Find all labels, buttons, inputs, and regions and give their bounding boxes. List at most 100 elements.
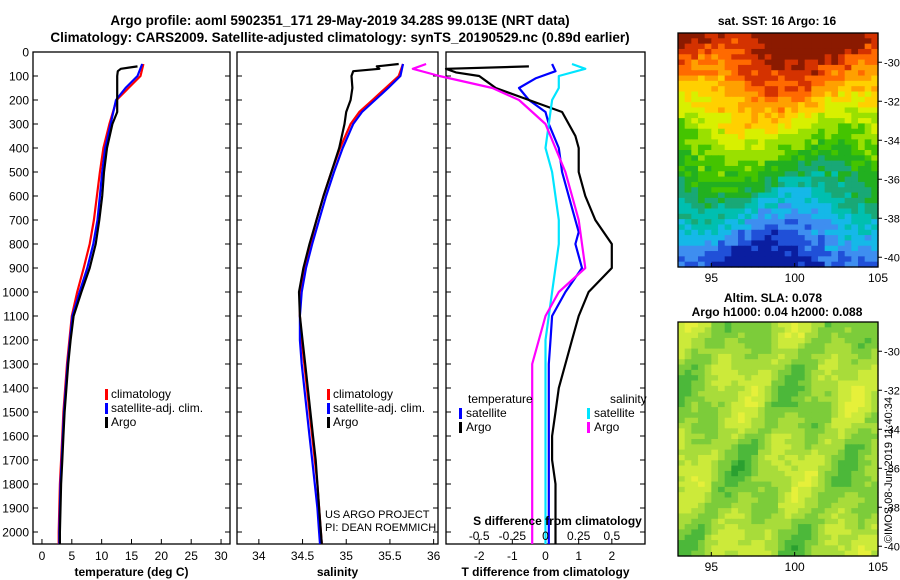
- sst_map-cell: [804, 86, 812, 93]
- sla_map-cell: [811, 454, 819, 461]
- sla_map-cell: [844, 359, 852, 366]
- sla_map-cell: [858, 470, 866, 477]
- sla_map-cell: [744, 465, 752, 472]
- sla_map-cell: [751, 492, 759, 499]
- sla_map-cell: [751, 454, 759, 461]
- sst_map-cell: [771, 165, 779, 172]
- sst_map-cell: [751, 38, 759, 45]
- sst_map-cell: [698, 134, 706, 140]
- sst_map-cell: [724, 213, 732, 220]
- sst_map-cell: [844, 176, 852, 183]
- sst_map-cell: [764, 187, 772, 194]
- sla_map-cell: [724, 385, 732, 392]
- sla_map-cell: [691, 481, 699, 488]
- sst_map-cell: [804, 70, 812, 77]
- sla_map-cell: [818, 518, 826, 525]
- sst_map-cell: [791, 171, 799, 178]
- sst_map-cell: [871, 224, 879, 231]
- sst_map-cell: [751, 144, 759, 151]
- sst_map-cell: [858, 54, 866, 61]
- sla_map-cell: [771, 534, 779, 541]
- x-tick-label: 5: [68, 549, 75, 563]
- legend-swatch: [459, 422, 462, 433]
- sst_map-cell: [758, 165, 766, 172]
- sst_map-cell: [684, 43, 692, 50]
- legend-label: satellite: [466, 406, 507, 420]
- sla_map-cell: [724, 423, 732, 429]
- sla_map-cell: [718, 353, 726, 360]
- sla_map-cell: [684, 502, 692, 509]
- sla_map-cell: [844, 423, 852, 429]
- sla_map-cell: [771, 439, 779, 445]
- sla_map-cell: [744, 454, 752, 461]
- sla_map-cell: [791, 343, 799, 350]
- sla_map-cell: [718, 502, 726, 509]
- sla_map-cell: [691, 337, 699, 344]
- sst_map-cell: [858, 176, 866, 183]
- sla_map-cell: [711, 518, 719, 525]
- sla_map-cell: [758, 401, 766, 408]
- sst_map-cell: [838, 38, 846, 45]
- sla_map-cell: [838, 444, 846, 451]
- sst_map-cell: [858, 33, 866, 39]
- sst_map-cell: [824, 54, 832, 61]
- sst_map-cell: [858, 59, 866, 66]
- sst_map-cell: [758, 107, 766, 114]
- sst_map-cell: [691, 155, 699, 162]
- sst_map-cell: [831, 38, 839, 45]
- sla_map-cell: [844, 343, 852, 350]
- sla_map-cell: [764, 513, 772, 520]
- sla_map-cell: [778, 385, 786, 392]
- sst_map-cell: [704, 59, 712, 66]
- sst_map-cell: [831, 197, 839, 204]
- sla_map-cell: [704, 486, 712, 493]
- sla_map-cell: [804, 407, 812, 414]
- sla_map-cell: [684, 375, 692, 382]
- sst_map-cell: [764, 150, 772, 156]
- sst_map-cell: [791, 203, 799, 210]
- sla_map-cell: [751, 534, 759, 541]
- sla_map-cell: [698, 524, 706, 531]
- sst_map-cell: [818, 224, 826, 231]
- sst_map-cell: [678, 213, 686, 220]
- sla_map-cell: [738, 396, 746, 403]
- sst_map-cell: [844, 261, 852, 268]
- sla_map-cell: [751, 476, 759, 483]
- sla_map-cell: [784, 460, 792, 467]
- sst_map-cell: [811, 48, 819, 55]
- sla_map-cell: [758, 534, 766, 541]
- sla_map-cell: [711, 396, 719, 403]
- sst_map-cell: [784, 240, 792, 247]
- sla_map-cell: [791, 396, 799, 403]
- sla_map-cell: [691, 327, 699, 334]
- sst_map-cell: [838, 181, 846, 188]
- sla_map-cell: [798, 322, 806, 328]
- sst_map-cell: [864, 155, 872, 162]
- y-tick-label: 1700: [2, 454, 29, 468]
- sst_map-cell: [804, 64, 812, 71]
- sla_map-cell: [858, 428, 866, 435]
- sst_map-cell: [811, 192, 819, 199]
- sla_map-cell: [751, 322, 759, 328]
- sst_map-cell: [871, 176, 879, 183]
- sla_map-cell: [724, 364, 732, 371]
- sst_map-cell: [864, 123, 872, 130]
- sst_map-cell: [771, 91, 779, 98]
- sla_map-cell: [858, 444, 866, 451]
- sst_map-cell: [698, 80, 706, 87]
- sla_map-cell: [824, 375, 832, 382]
- sla_map-cell: [784, 343, 792, 350]
- sla_map-cell: [798, 391, 806, 398]
- x-tick-label: 95: [705, 560, 719, 574]
- sla_map-cell: [864, 476, 872, 483]
- sla_map-cell: [871, 401, 879, 408]
- sla_map-cell: [778, 460, 786, 467]
- sla_map-cell: [684, 396, 692, 403]
- sst_map-cell: [871, 75, 879, 82]
- sla_map-cell: [751, 550, 759, 557]
- sla_map-cell: [724, 353, 732, 360]
- sst_map-cell: [691, 165, 699, 172]
- sla_map-cell: [871, 449, 879, 456]
- sst_map-cell: [684, 155, 692, 162]
